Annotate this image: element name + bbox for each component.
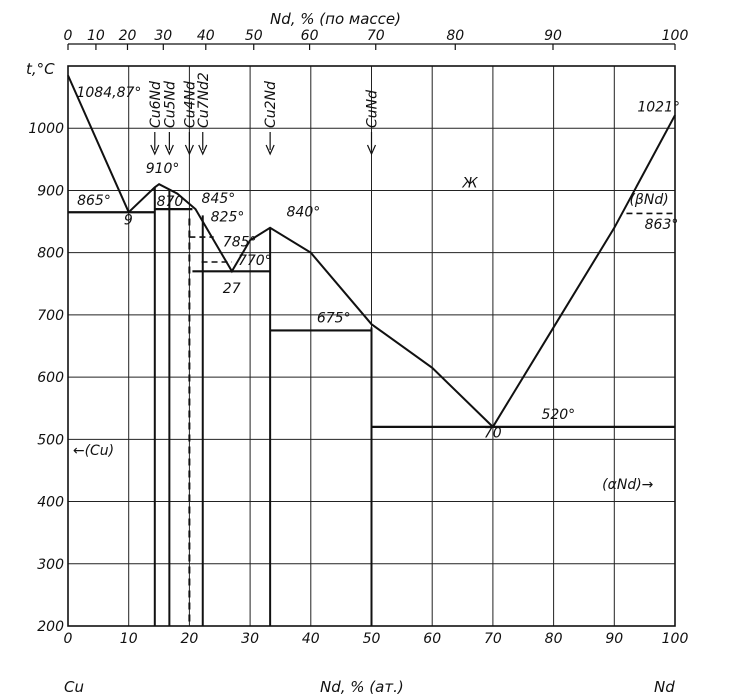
top-tick-label: 20 (119, 28, 137, 44)
x-tick-label: 90 (605, 631, 623, 647)
temperature-annotation: 1084,87° (76, 85, 141, 101)
x-tick-label: 0 (64, 631, 73, 647)
compound-label: Cu4Nd (182, 81, 198, 128)
temperature-annotation: 863° (645, 217, 679, 233)
top-tick-label: 100 (662, 28, 689, 44)
compound-arrow-head (184, 144, 194, 156)
temperature-annotation: (βNd) (629, 192, 668, 208)
top-tick-label: 0 (64, 28, 73, 44)
temperature-annotation: 845° (202, 191, 236, 207)
temperature-annotation: 70 (484, 425, 502, 441)
top-tick-label: 90 (544, 28, 562, 44)
top-axis-title: Nd, % (по массе) (270, 10, 401, 28)
compound-arrow-head (164, 144, 174, 156)
y-tick-label: 800 (37, 246, 64, 262)
x-tick-label: 40 (302, 631, 320, 647)
x-tick-label: 50 (363, 631, 381, 647)
x-tick-label: 70 (484, 631, 502, 647)
compound-arrow-head (198, 144, 208, 156)
temperature-annotation: 1021° (637, 99, 680, 115)
compound-label: Cu6Nd (148, 81, 164, 128)
temperature-annotation: 865° (77, 193, 111, 209)
temperature-annotation: 520° (541, 407, 575, 423)
temperature-annotation: 9 (124, 213, 133, 229)
top-tick-label: 60 (301, 28, 319, 44)
top-tick-label: 50 (245, 28, 263, 44)
temperature-annotation: 870 (157, 194, 184, 210)
top-tick-label: 70 (367, 28, 385, 44)
y-tick-label: 400 (37, 495, 64, 511)
y-tick-label: 1000 (28, 121, 64, 137)
temperature-annotation: (αNd)→ (602, 477, 654, 493)
y-tick-label: 600 (37, 370, 64, 386)
x-tick-label: 100 (662, 631, 689, 647)
temperature-annotation: 785° (223, 234, 257, 250)
bottom-axis-title: Nd, % (ат.) (320, 678, 404, 696)
compound-label: CuNd (365, 90, 381, 128)
compound-label: Cu5Nd (162, 81, 178, 128)
temperature-annotation: 910° (146, 161, 180, 177)
liquidus-curve (67, 74, 676, 429)
y-tick-label: 700 (37, 308, 64, 324)
compound-label: Cu2Nd (263, 81, 279, 128)
x-tick-label: 60 (423, 631, 441, 647)
x-tick-label: 80 (545, 631, 563, 647)
temperature-annotation: ←(Cu) (73, 443, 114, 459)
top-tick-label: 40 (197, 28, 215, 44)
y-tick-label: 200 (37, 619, 64, 635)
temperature-annotation: 825° (211, 210, 245, 226)
temperature-annotation: 27 (223, 281, 241, 297)
temperature-annotation: 840° (287, 205, 321, 221)
tick-labels: 0 10 20 30 40 50 60 70 80 90 100200300400500600700… (28, 28, 688, 647)
top-tick-label: 10 (87, 28, 105, 44)
temperature-annotation: 675° (317, 310, 351, 326)
compound-label: Cu7Nd2 (196, 72, 212, 128)
element-left-label: Cu (64, 678, 84, 696)
compound-arrow-head (366, 144, 377, 156)
y-tick-label: 500 (37, 432, 64, 448)
annotations: 1084,87° 865° 9 910° 870 845° 825° 785° 770° 27 84… (73, 85, 680, 493)
compound-arrow-head (265, 144, 275, 156)
phase-lines (67, 74, 676, 429)
y-tick-label: 900 (37, 183, 64, 199)
element-right-label: Nd (654, 678, 675, 696)
temperature-annotation: 770° (238, 253, 272, 269)
x-tick-label: 10 (120, 631, 138, 647)
x-tick-label: 20 (180, 631, 198, 647)
y-tick-label: 300 (37, 557, 64, 573)
top-tick-label: 80 (446, 28, 464, 44)
compound-arrow-head (150, 144, 160, 156)
y-axis-title: t,°C (26, 60, 55, 78)
top-tick-label: 30 (154, 28, 172, 44)
temperature-annotation: Ж (462, 175, 479, 191)
x-tick-label: 30 (241, 631, 259, 647)
